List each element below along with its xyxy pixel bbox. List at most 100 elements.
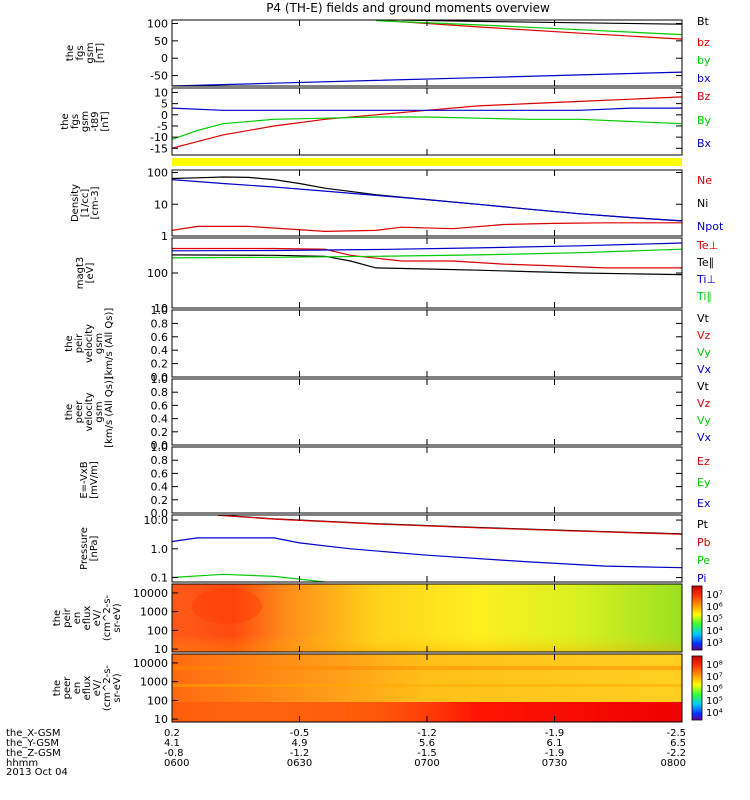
y-axis-label-line: gsm (80, 111, 91, 132)
y-tick-label: 0.8 (151, 454, 169, 467)
y-axis-label-line: en (72, 682, 83, 695)
y-axis-label: thepeirenefluxeV/(cm^2-s-sr-eV) (52, 594, 123, 641)
y-tick-label: 1.0 (151, 543, 169, 556)
panel-4: 100 10 magt3[eV] Te⊥ Te∥ Ti⊥ Ti∥ (75, 237, 718, 315)
y-tick-label: 0.8 (151, 386, 169, 399)
legend-entry: Bt (697, 15, 710, 28)
footer-row-value: 4.1 (164, 738, 180, 749)
y-axis-label-line: (cm^2-s- (102, 664, 113, 711)
y-axis-label: thepeervelocitygsm[km/s (All Qs)] (64, 376, 115, 448)
panel-frame (171, 446, 683, 514)
legend-entry: Npot (697, 220, 724, 233)
footer-row-value: 4.9 (292, 738, 308, 749)
footer-row-value: 0630 (287, 758, 312, 769)
y-tick-label: 0.4 (151, 344, 169, 357)
series-line-By (172, 116, 682, 140)
series-line-bx (172, 71, 682, 86)
y-axis-label: Density[1/cc][cm-3] (70, 184, 101, 222)
series-line-Te∥ (172, 254, 682, 276)
y-axis-label-line: eflux (82, 676, 93, 701)
y-tick-label: 0.6 (151, 467, 169, 480)
y-tick-label: 1 (161, 230, 168, 243)
legend-entry: Te⊥ (696, 239, 718, 252)
y-axis-label-line: peir (74, 333, 85, 353)
footer-row-value: -1.9 (545, 748, 565, 759)
legend-entry: By (697, 114, 712, 127)
series-line-Bx (172, 107, 682, 111)
y-tick-label: 1000 (140, 606, 168, 619)
footer-row-value: -0.8 (164, 748, 184, 759)
legend-entry: Ti⊥ (696, 273, 716, 286)
legend-entry: Vz (697, 397, 711, 410)
y-tick-label: 0 (161, 52, 168, 65)
series-group (172, 176, 682, 233)
footer: the_X-GSM 0.2 -0.5 -1.2 -1.9 -2.5 the_Y-GSM 4.1… (6, 728, 686, 778)
y-tick-label: 0.6 (151, 399, 169, 412)
y-tick-label: 0 (161, 109, 168, 122)
footer-row-value: 6.5 (670, 738, 686, 749)
legend-entry: Pt (697, 518, 709, 531)
colorbar-tick-label: 10⁴ (706, 626, 723, 637)
y-axis-label-line: -t89 (90, 111, 101, 131)
yellow-status-bar (172, 158, 682, 166)
footer-date: 2013 Oct 04 (6, 767, 68, 778)
footer-row-value: -1.9 (545, 728, 565, 739)
footer-row-value: 0600 (164, 758, 189, 769)
spectrogram-ion-shade (172, 584, 682, 652)
footer-row-value: 6.1 (547, 738, 563, 749)
y-axis-label-line: magt3 (75, 257, 86, 290)
footer-row-value: -1.2 (290, 748, 310, 759)
y-axis-label-line: fgs (75, 45, 86, 60)
series-line-Ne (172, 222, 682, 233)
y-axis-label: thefgsgsm[nT] (65, 42, 106, 63)
y-axis-label: thepeirvelocitygsm[km/s (All Qs)] (64, 308, 115, 380)
y-axis-label-line: sr-eV) (112, 673, 123, 702)
colorbar-tick-label: 10⁶ (706, 684, 723, 695)
y-tick-label: -15 (150, 142, 168, 155)
panel-frame (171, 19, 683, 87)
y-axis-label-line: eV/ (92, 679, 103, 696)
y-axis-label: magt3[eV] (75, 257, 96, 290)
legend-entry: Ne (697, 174, 712, 187)
y-tick-label: 1.0 (151, 304, 169, 317)
colorbar-tick-label: 10³ (706, 638, 723, 649)
y-axis-label-line: [nT] (100, 111, 111, 131)
y-tick-label: 0.2 (151, 426, 169, 439)
spectrogram-ion-peak (192, 588, 262, 624)
y-axis-label-line: the (60, 113, 71, 129)
footer-row-value: 0730 (542, 758, 567, 769)
legend-entry: Bz (697, 90, 711, 103)
footer-row-value: 0800 (661, 758, 686, 769)
y-axis-label-line: Pressure (79, 527, 90, 570)
y-axis-label-line: Density (70, 184, 81, 222)
y-tick-label: 10.0 (144, 514, 169, 527)
spectrogram-ele-band (172, 684, 682, 687)
footer-row-value: -0.5 (290, 728, 310, 739)
legend-entry: bx (697, 72, 711, 85)
y-tick-label: 10 (154, 86, 168, 99)
panels-group: 100500-50thefgsgsm[nT]Btbzbybx1050-5-10-… (52, 15, 724, 726)
series-line-Pe (172, 573, 333, 582)
y-axis-label-line: [nPa] (89, 535, 100, 561)
colorbar-tick-label: 10⁴ (706, 708, 723, 719)
y-tick-label: -10 (150, 131, 168, 144)
chart-title: P4 (TH-E) fields and ground moments over… (266, 1, 550, 15)
legend-entry: Vx (697, 431, 712, 444)
y-tick-label: 0.0 (151, 371, 169, 384)
colorbar-tick-label: 10⁸ (706, 660, 723, 671)
y-tick-label: 50 (154, 35, 168, 48)
y-tick-label: -5 (157, 120, 168, 133)
legend-entry: Pi (697, 572, 706, 585)
y-axis-label-line: [km/s (All Qs)] (104, 376, 115, 448)
panel-1: 100 50 0 -50 thefgsgsm[nT] Bt bz by bx (65, 15, 711, 87)
panel-6: 1.00.80.60.40.20.0thepeervelocitygsm[km/… (64, 373, 712, 452)
legend-entry: Vx (697, 363, 712, 376)
colorbar-tick-label: 10⁵ (706, 696, 723, 707)
series-group (172, 96, 682, 149)
y-tick-label: 100 (147, 167, 168, 180)
legend-entry: Ni (697, 197, 708, 210)
y-tick-label: 100 (147, 694, 168, 707)
y-axis-label-line: en (72, 612, 83, 625)
